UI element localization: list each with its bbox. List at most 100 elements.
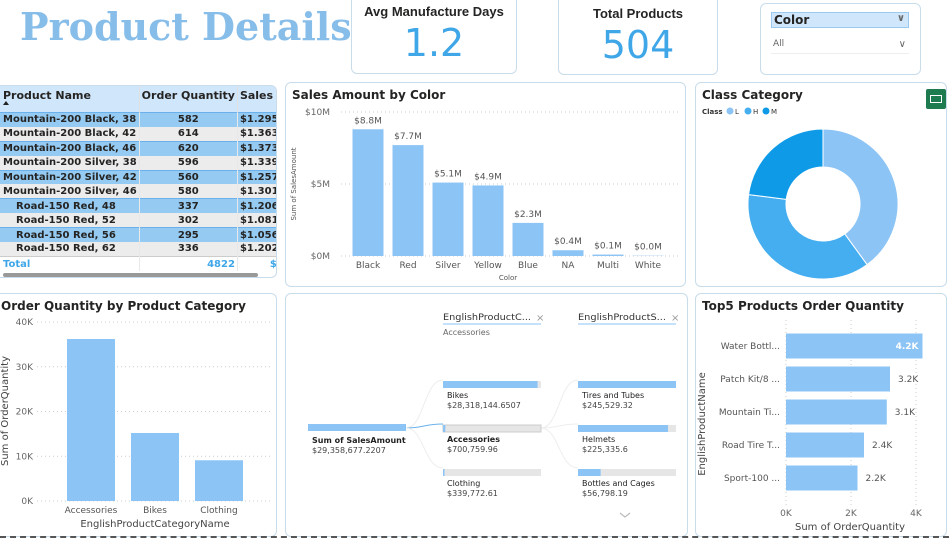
connector [540, 379, 579, 429]
total-cell: 4822 [139, 255, 238, 271]
table-cell: Mountain-200 Black, 38 [0, 111, 140, 127]
chevron-down-icon[interactable] [619, 512, 631, 518]
legend-label: H [753, 108, 758, 116]
slicer-field-label: Color [774, 13, 810, 27]
legend-marker [744, 107, 752, 115]
legend-label: L [735, 108, 739, 116]
chevron-down-icon: ∨ [898, 39, 906, 50]
table-cell: 337 [139, 198, 238, 214]
data-label: $5.1M [434, 170, 462, 180]
y-tick-label: 40K [16, 318, 34, 328]
export-data-button[interactable] [926, 89, 946, 109]
node-bar-track [578, 469, 676, 476]
column-header[interactable]: Order Quantity [139, 86, 238, 113]
node-label[interactable]: Bikes [447, 391, 468, 400]
data-label: $8.8M [354, 116, 382, 126]
table-cell: 580 [139, 184, 238, 199]
node-bar [308, 424, 406, 431]
table-cell: 302 [139, 213, 238, 228]
total-cell: $12.474M [237, 255, 276, 271]
node-label[interactable]: Clothing [447, 479, 480, 488]
x-tick-label: White [635, 261, 662, 271]
connector [405, 423, 444, 429]
chart-title: Class Category [702, 88, 803, 102]
bar [786, 333, 923, 359]
node-value: $700,759.96 [447, 445, 498, 454]
decomposition-tree: EnglishProductC... × EnglishProductS... × Ac… [285, 293, 688, 537]
node-value: $245,529.32 [582, 401, 633, 410]
column-header[interactable]: Sales Amount [237, 86, 276, 113]
node-bar-track [443, 469, 541, 476]
column-header-label: Order Quantity [141, 89, 235, 102]
y-axis-title: EnglishProductName [697, 372, 708, 476]
y-tick-label: Water Bottl... [721, 342, 780, 352]
bar [131, 432, 179, 501]
data-label: $7.7M [394, 132, 422, 142]
data-label: 2.2K [866, 474, 887, 484]
top5-products-chart: Top5 Products Order Quantity 0K 2K 4K Water… [695, 293, 947, 537]
y-tick-label: Road Tire T... [722, 441, 780, 451]
card-total-products: Total Products 504 [558, 0, 718, 75]
x-tick-label: Red [399, 261, 416, 271]
table-cell: $1.056M [237, 227, 276, 243]
y-tick-label: $10M [305, 108, 330, 118]
data-label: 4.2K [896, 342, 920, 352]
node-label[interactable]: Helmets [582, 435, 615, 444]
legend-marker [762, 107, 770, 115]
y-tick-label: Patch Kit/8 ... [720, 375, 780, 385]
table-cell: 295 [139, 227, 238, 243]
data-label: $0.1M [594, 242, 622, 252]
x-axis-title: Color [499, 274, 517, 282]
node-value: $339,772.61 [447, 489, 498, 498]
connector [405, 427, 444, 469]
table-cell: Mountain-200 Silver, 42 [0, 169, 140, 185]
connector [540, 427, 579, 469]
node-value: $56,798.19 [582, 489, 628, 498]
y-tick-label: 10K [16, 452, 34, 462]
close-icon[interactable]: × [671, 313, 679, 324]
x-tick-label: Multi [597, 261, 619, 271]
table-cell: 596 [139, 155, 238, 171]
close-icon[interactable]: × [536, 313, 544, 324]
x-tick-label: 0K [780, 509, 793, 519]
data-label: $2.3M [514, 210, 542, 220]
table-cell: Mountain-200 Black, 42 [0, 126, 140, 142]
table-cell: Mountain-200 Black, 46 [0, 140, 140, 156]
node-label[interactable]: Tires and Tubes [581, 391, 644, 400]
donut-slice [822, 128, 899, 266]
level-header: EnglishProductS... [578, 313, 666, 323]
horizontal-scrollbar[interactable] [3, 273, 258, 277]
y-tick-label: 20K [16, 408, 34, 418]
y-axis-title: Sum of OrderQuantity [0, 356, 11, 466]
y-tick-label: Sport-100 ... [724, 474, 780, 484]
card-value: 504 [601, 23, 675, 67]
table-cell: $1.206M [237, 198, 276, 214]
node-label[interactable]: Accessories [447, 435, 500, 444]
card-label: Avg Manufacture Days [364, 4, 504, 19]
data-label: $0.0M [634, 243, 662, 253]
table-cell: 582 [139, 111, 238, 127]
donut-slice [747, 194, 868, 280]
column-header[interactable]: Product Name [0, 86, 140, 113]
legend-title: Class [702, 108, 723, 116]
table-cell: Road-150 Red, 52 [0, 213, 140, 228]
node-label[interactable]: Bottles and Cages [582, 479, 655, 488]
slicer-dropdown[interactable]: All ∨ [771, 36, 909, 54]
table-cell: $1.373M [237, 140, 276, 156]
x-tick-label: Silver [435, 261, 461, 271]
slicer-header[interactable]: Color ∨ [771, 12, 909, 28]
bar [592, 254, 624, 256]
legend-label: M [771, 108, 777, 116]
table-icon [930, 95, 942, 103]
table-cell: $1.081M [237, 213, 276, 228]
